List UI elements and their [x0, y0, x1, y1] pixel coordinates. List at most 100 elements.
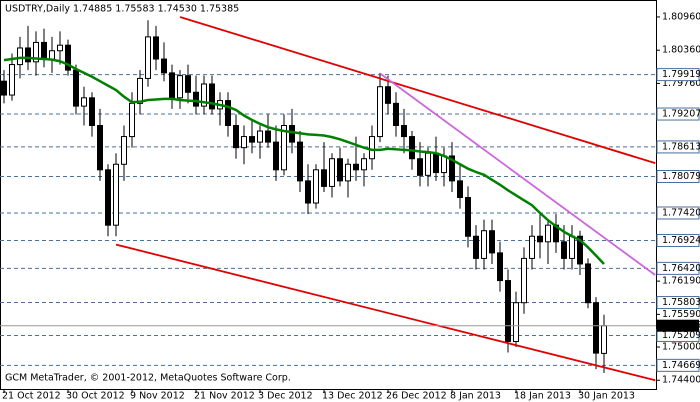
y-tick-label: 1.75590 [662, 309, 700, 320]
level-label: 1.75803 [662, 297, 700, 308]
candle-body [521, 257, 527, 304]
candle-body [137, 77, 143, 104]
candle-body [449, 155, 455, 182]
candle-body [33, 41, 39, 63]
candle-body [593, 302, 599, 354]
candle-body [57, 44, 63, 52]
candle-body [265, 130, 271, 143]
y-tick-label: 1.76190 [662, 276, 700, 287]
candle-body [105, 169, 111, 226]
level-label-box [656, 206, 700, 220]
candle-body [201, 83, 207, 107]
candle-body [281, 124, 287, 171]
level-label: 1.76924 [662, 235, 700, 246]
candle-body [457, 180, 463, 198]
candle-body [113, 163, 119, 226]
candle-body [209, 83, 215, 110]
candle-body [465, 196, 471, 237]
candle-body [249, 136, 255, 143]
y-tick-label: 1.80960 [662, 11, 700, 22]
level-label-box [656, 107, 700, 121]
level-label: 1.75209 [662, 330, 700, 341]
y-tick-label: 1.79760 [662, 78, 700, 89]
candle-body [129, 102, 135, 138]
candle-body [9, 64, 15, 96]
plot-area [0, 16, 656, 382]
level-label-box [656, 358, 700, 372]
level-label-box [656, 140, 700, 154]
candle-body [153, 36, 159, 60]
candle-body [17, 47, 23, 66]
level-label: 1.77420 [662, 207, 700, 218]
candle-body [97, 124, 103, 171]
x-tick-label: 30 Jan 2013 [578, 391, 635, 402]
candle-body [49, 50, 55, 60]
candle-body [161, 58, 167, 74]
candle-body [41, 41, 47, 60]
level-label-box [656, 261, 700, 275]
candle-body [169, 72, 175, 99]
candle-body [1, 80, 7, 96]
candle-body [313, 169, 319, 204]
candle-body [241, 136, 247, 149]
candle-body [353, 163, 359, 171]
y-tick-label: 1.74400 [662, 375, 700, 386]
candle-body [185, 75, 191, 93]
footer: GCM MetaTrader, © 2001-2012, MetaQuotes … [5, 373, 291, 384]
candle-body [233, 124, 239, 149]
candle-body [273, 141, 279, 171]
x-tick-label: 21 Nov 2012 [194, 391, 255, 402]
level-label: 1.76420 [662, 263, 700, 274]
candle-body [393, 102, 399, 126]
candle-body [577, 235, 583, 265]
current-price-box [657, 319, 699, 332]
candle-body [433, 152, 439, 174]
level-label-box [656, 170, 700, 184]
candle-body [145, 36, 151, 79]
plot-frame [0, 0, 657, 390]
trendline [379, 72, 656, 276]
candle-body [377, 86, 383, 138]
level-label: 1.79919 [662, 69, 700, 80]
x-tick-label: 21 Oct 2012 [2, 391, 61, 402]
y-tick-label: 1.80360 [662, 45, 700, 56]
x-tick-label: 3 Dec 2012 [258, 391, 313, 402]
candle-body [441, 155, 447, 174]
candle-body [401, 124, 407, 138]
candle-body [481, 230, 487, 259]
current-price-label: 1.75385 [662, 320, 700, 331]
candle-body [369, 136, 375, 160]
candle-body [425, 152, 431, 176]
candle-body [73, 69, 79, 107]
candle-body [65, 44, 71, 71]
candle-body [409, 136, 415, 160]
candle-body [505, 280, 511, 342]
candle-body [329, 158, 335, 187]
candle-body [489, 230, 495, 254]
candle-body [121, 136, 127, 165]
x-tick-label: 26 Dec 2012 [386, 391, 447, 402]
candle-body [561, 241, 567, 259]
candle-body [585, 263, 591, 304]
candle-body [473, 235, 479, 259]
candle-body [177, 75, 183, 99]
candle-body [305, 180, 311, 204]
candle-body [337, 158, 343, 182]
candle-body [225, 100, 231, 126]
level-label: 1.74669 [662, 360, 700, 371]
x-tick-label: 9 Nov 2012 [130, 391, 185, 402]
candle-body [193, 91, 199, 107]
x-tick-label: 30 Oct 2012 [66, 391, 125, 402]
candle-body [601, 325, 607, 354]
y-tick-label: 1.75000 [662, 342, 700, 353]
level-label: 1.79207 [662, 109, 700, 120]
candle-body [289, 124, 295, 143]
level-label: 1.78613 [662, 141, 700, 152]
trendline [179, 16, 656, 165]
candle-body [361, 158, 367, 171]
moving-average [3, 56, 605, 265]
candle-body [385, 86, 391, 104]
candle-body [345, 163, 351, 182]
